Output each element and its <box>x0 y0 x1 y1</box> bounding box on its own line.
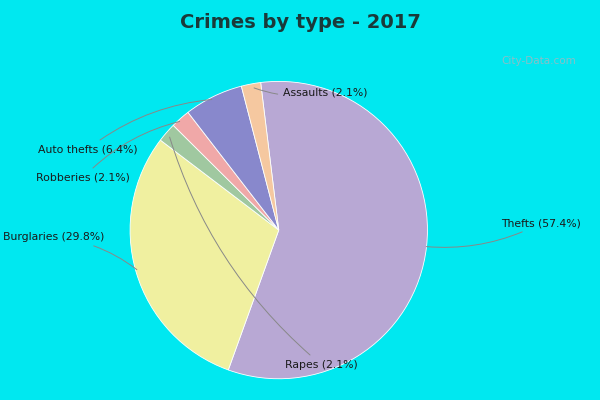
Text: Thefts (57.4%): Thefts (57.4%) <box>427 218 581 247</box>
Wedge shape <box>241 82 279 230</box>
Wedge shape <box>188 86 279 230</box>
Text: Robberies (2.1%): Robberies (2.1%) <box>36 122 179 183</box>
Text: Rapes (2.1%): Rapes (2.1%) <box>170 137 358 370</box>
Text: Assaults (2.1%): Assaults (2.1%) <box>254 88 368 98</box>
Text: Burglaries (29.8%): Burglaries (29.8%) <box>3 232 137 270</box>
Text: City-Data.com: City-Data.com <box>502 56 576 66</box>
Text: Auto thefts (6.4%): Auto thefts (6.4%) <box>38 100 212 154</box>
Wedge shape <box>160 125 279 230</box>
Wedge shape <box>173 112 279 230</box>
Wedge shape <box>228 82 427 379</box>
Wedge shape <box>130 140 279 370</box>
Text: Crimes by type - 2017: Crimes by type - 2017 <box>179 14 421 32</box>
